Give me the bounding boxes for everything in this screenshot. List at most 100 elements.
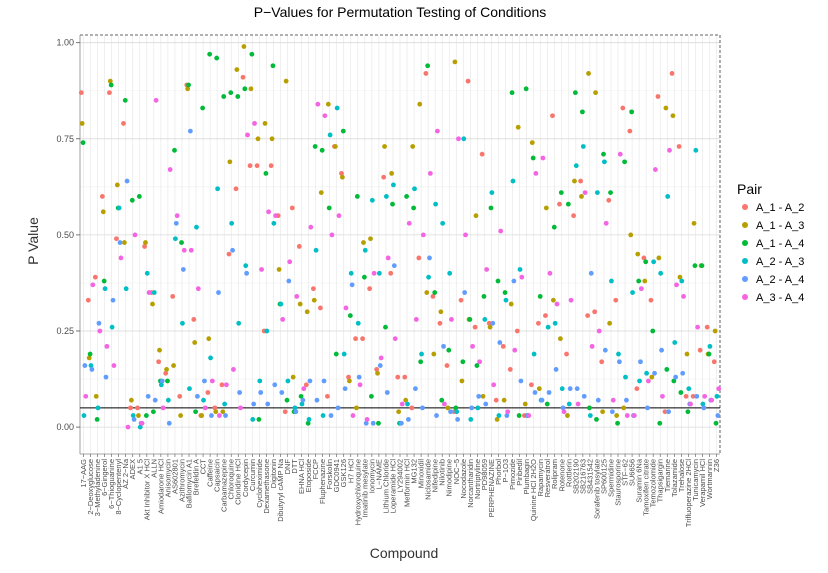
- data-point: [409, 405, 415, 411]
- data-point: [552, 320, 558, 326]
- data-point: [536, 386, 542, 392]
- data-point: [313, 247, 319, 253]
- data-point: [665, 194, 671, 199]
- data-point: [532, 390, 538, 395]
- x-tick-label: A1 5: [135, 459, 144, 474]
- data-point: [620, 105, 626, 111]
- data-point: [108, 82, 114, 88]
- data-point: [601, 151, 606, 157]
- data-point: [349, 282, 355, 288]
- data-point: [568, 297, 574, 303]
- data-point: [172, 236, 178, 242]
- data-point: [364, 417, 370, 422]
- data-point: [578, 178, 584, 184]
- data-point: [388, 270, 394, 276]
- data-point: [234, 67, 240, 72]
- data-point: [116, 205, 122, 211]
- x-tick-label: Brefeldin A: [192, 459, 201, 495]
- data-point: [259, 267, 264, 272]
- data-point: [245, 132, 250, 138]
- data-point: [643, 259, 649, 265]
- x-tick-label: ADEX: [128, 459, 137, 479]
- data-point: [356, 374, 362, 380]
- data-point: [574, 386, 580, 392]
- data-point: [617, 151, 623, 157]
- data-point: [507, 367, 513, 372]
- data-point: [389, 170, 395, 176]
- data-point: [242, 86, 248, 92]
- series-2-points: [80, 51, 719, 426]
- x-tick-label: STF−62: [621, 459, 630, 486]
- data-point: [303, 382, 309, 388]
- x-tick-label: PERPHENAZINE: [487, 459, 496, 517]
- data-point: [145, 393, 151, 399]
- data-point: [669, 71, 675, 76]
- data-point: [680, 370, 686, 376]
- data-point: [136, 194, 142, 199]
- data-point: [208, 355, 213, 361]
- data-point: [600, 409, 606, 415]
- data-point: [406, 220, 412, 226]
- data-point: [488, 205, 494, 211]
- data-point: [369, 393, 374, 399]
- data-point: [194, 224, 199, 230]
- data-point: [442, 401, 447, 407]
- x-tick-label: Spermidine: [606, 459, 615, 497]
- data-point: [240, 74, 246, 80]
- data-point: [269, 136, 275, 142]
- data-point: [202, 405, 208, 411]
- data-point: [439, 397, 445, 403]
- data-point: [233, 186, 239, 192]
- data-point: [215, 186, 220, 192]
- data-point: [493, 397, 499, 403]
- data-point: [195, 286, 201, 292]
- data-point: [285, 378, 291, 384]
- data-point: [128, 397, 134, 403]
- x-axis-title: Compound: [370, 545, 439, 561]
- data-point: [266, 209, 272, 215]
- data-point: [143, 240, 148, 245]
- x-tick-label: SP600125: [599, 459, 608, 494]
- points-layer: [78, 44, 722, 430]
- data-point: [486, 320, 492, 326]
- data-point: [458, 297, 464, 303]
- data-point: [490, 320, 496, 326]
- data-point: [679, 278, 685, 284]
- data-point: [308, 224, 314, 230]
- data-point: [511, 278, 517, 284]
- data-point: [693, 147, 699, 153]
- data-point: [571, 213, 576, 219]
- data-point: [533, 170, 539, 176]
- data-point: [382, 144, 387, 149]
- data-point: [685, 409, 691, 415]
- data-point: [624, 413, 630, 418]
- data-point: [673, 374, 679, 380]
- data-point: [420, 405, 425, 411]
- data-point: [92, 274, 98, 280]
- data-point: [104, 343, 110, 349]
- data-point: [641, 255, 647, 261]
- legend-key: [742, 294, 748, 300]
- data-point: [325, 393, 330, 399]
- data-point: [558, 190, 564, 196]
- data-point: [231, 367, 236, 372]
- data-point: [500, 343, 506, 349]
- data-point: [707, 343, 713, 349]
- data-point: [312, 144, 318, 149]
- data-point: [226, 251, 232, 257]
- x-tick-label: Capsaicin: [213, 459, 222, 492]
- data-point: [585, 313, 591, 319]
- data-point: [81, 413, 87, 418]
- data-point: [157, 347, 162, 353]
- data-point: [567, 386, 573, 392]
- data-point: [509, 90, 515, 96]
- data-point: [690, 393, 696, 399]
- data-point: [123, 286, 129, 292]
- data-point: [255, 136, 261, 142]
- legend-key: [742, 258, 748, 264]
- x-tick-label: Carbamazepine: [220, 459, 229, 512]
- x-tick-label: Nilotinib: [438, 459, 447, 486]
- data-point: [368, 236, 373, 242]
- data-point: [454, 409, 460, 415]
- data-point: [321, 378, 327, 384]
